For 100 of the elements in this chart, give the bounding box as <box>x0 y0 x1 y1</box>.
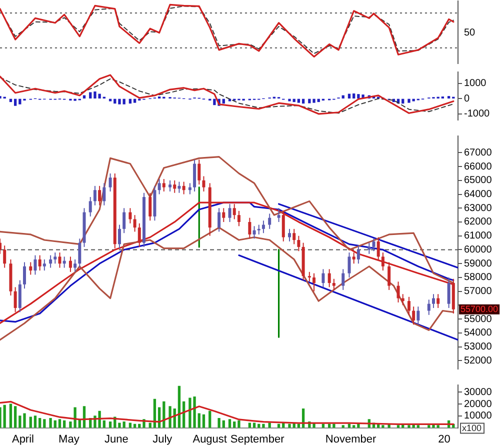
y-tick-label: 30000 <box>464 386 492 398</box>
candlestick <box>228 203 232 222</box>
x-tick-label: July <box>152 433 173 446</box>
bar <box>114 98 116 104</box>
candlestick <box>432 294 435 308</box>
candlestick <box>133 214 136 232</box>
bar <box>288 424 291 428</box>
candlestick <box>376 236 380 262</box>
candlestick <box>388 262 391 290</box>
bar <box>18 98 22 104</box>
candlestick <box>381 252 384 272</box>
y-tick-label: 55000 <box>464 314 492 325</box>
candlestick <box>138 222 141 248</box>
y-tick-label: 54000 <box>464 328 492 339</box>
candlestick <box>277 208 280 222</box>
candlestick <box>257 224 260 235</box>
candlestick <box>352 252 356 264</box>
x-tick-label: April <box>12 433 34 446</box>
bar <box>38 418 42 428</box>
candlestick <box>182 181 186 195</box>
candlestick <box>158 178 161 195</box>
candlestick <box>262 220 265 234</box>
candlestick <box>348 252 351 278</box>
candlestick <box>128 208 132 224</box>
candlestick <box>102 182 106 206</box>
candlestick <box>412 306 416 326</box>
bar <box>308 98 311 104</box>
bar <box>222 98 225 104</box>
candlestick <box>122 208 126 234</box>
candlestick <box>58 252 62 268</box>
bar <box>302 98 305 104</box>
bar <box>14 406 17 428</box>
bar <box>49 418 52 428</box>
candlestick <box>42 258 46 272</box>
candlestick <box>202 176 206 192</box>
y-tick-label: 59000 <box>464 258 492 270</box>
y-tick-label: -1000 <box>464 108 490 120</box>
bar <box>23 413 26 428</box>
candlestick <box>198 159 201 186</box>
candlestick <box>248 217 252 240</box>
y-tick-label: 62000 <box>464 216 492 228</box>
candlestick <box>34 254 37 276</box>
bar <box>297 98 300 103</box>
candlestick <box>78 238 82 268</box>
bar <box>233 422 236 428</box>
bar <box>128 98 132 104</box>
candlestick <box>222 208 226 222</box>
candlestick <box>297 235 300 252</box>
bar <box>43 419 46 428</box>
candlestick <box>14 286 17 313</box>
y-tick-label: 52000 <box>464 355 492 366</box>
candlestick <box>332 278 336 290</box>
x-tick-label: August <box>192 433 227 446</box>
bar <box>148 422 152 428</box>
y-tick-label: 0 <box>464 93 470 104</box>
bar <box>228 419 232 428</box>
candlestick <box>148 192 152 222</box>
candlestick <box>193 159 196 192</box>
bar <box>89 92 92 98</box>
bar <box>202 414 206 428</box>
y-tick-label: 53000 <box>464 342 492 353</box>
x-tick-label: September <box>230 433 285 446</box>
bar <box>208 410 212 428</box>
candlestick <box>292 228 296 245</box>
candlestick <box>3 245 6 268</box>
bar <box>312 98 316 103</box>
bar <box>9 404 12 428</box>
candlestick <box>268 213 272 230</box>
text: 50 <box>464 27 476 38</box>
candlestick <box>328 268 331 288</box>
candlestick <box>447 276 450 308</box>
candlestick <box>178 181 181 194</box>
candlestick <box>54 252 57 264</box>
bar <box>352 93 356 98</box>
candlestick <box>252 226 256 240</box>
text: x100 <box>462 422 482 433</box>
y-tick-label: 65000 <box>464 175 492 186</box>
candlestick <box>407 296 410 316</box>
bar <box>3 404 6 428</box>
bar <box>108 98 112 102</box>
candlestick <box>372 238 376 252</box>
bar <box>108 422 112 428</box>
candlestick <box>237 210 240 227</box>
bar <box>252 422 256 428</box>
candlestick <box>308 271 311 282</box>
bar <box>133 98 136 103</box>
x-tick-label: May <box>58 433 80 446</box>
candlestick <box>18 280 22 313</box>
y-tick-label: 63000 <box>464 202 492 214</box>
candlestick <box>368 242 371 254</box>
y-tick-label: 57000 <box>464 286 492 298</box>
candlestick <box>342 268 345 290</box>
bar <box>288 98 291 102</box>
bar <box>402 98 404 104</box>
text: 55700.00 <box>460 304 498 314</box>
candlestick <box>288 228 292 242</box>
y-tick-label: 20000 <box>464 398 492 410</box>
bar <box>218 418 220 428</box>
candlestick <box>108 172 112 192</box>
bar <box>58 419 62 428</box>
